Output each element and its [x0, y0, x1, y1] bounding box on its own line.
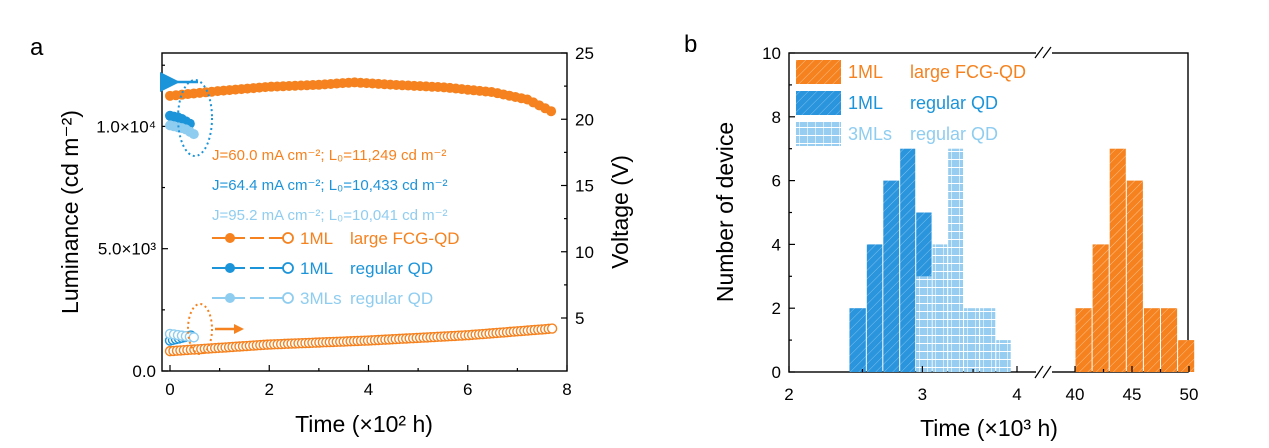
legend-label-blue-a: 1ML: [300, 259, 333, 278]
histogram-bar: [948, 148, 964, 372]
panel-a-chart: 0 2 4 6 8 0.0 5.0×10³ 1.0×10⁴ 5 10 15 20 25 J=60.0…: [57, 44, 633, 437]
panel-a-x-tick-label: 6: [463, 380, 472, 399]
legend-item-orange: 1ML large FCG-QD: [212, 229, 460, 248]
panel-a-series: [164, 77, 558, 357]
histogram-bar: [849, 308, 866, 372]
panel-a-y-left-tick-label: 0.0: [132, 362, 156, 381]
legend-item-light-blue: 3MLs regular QD: [212, 289, 433, 308]
annotation-blue: J=64.4 mA cm⁻²; L₀=10,433 cd m⁻²: [212, 177, 448, 194]
panel-a-legend: 1ML large FCG-QD 1ML regular QD 3MLs reg…: [212, 229, 460, 308]
panel-a-y-left-tick-label: 5.0×10³: [98, 240, 156, 259]
legend-b-item-light-blue: 3MLs regular QD: [796, 122, 998, 146]
panel-b-y-tick-label: 2: [772, 299, 781, 318]
panel-a-y-right-tick-label: 5: [575, 309, 584, 328]
panel-a-y-left-label: Luminance (cd m⁻²): [57, 110, 83, 314]
histogram-bar: [1075, 308, 1092, 372]
annotation-light-blue: J=95.2 mA cm⁻²; L₀=10,041 cd m⁻²: [212, 207, 448, 224]
panel-b-x-ticks: 2 3 4 40 45 50: [784, 366, 1198, 404]
histogram-bar: [932, 244, 948, 372]
histogram-bar: [1092, 244, 1109, 372]
legend-b-label-orange-b: large FCG-QD: [910, 62, 1026, 82]
legend-b-label-blue-a: 1ML: [848, 93, 883, 113]
panel-label-b: b: [684, 31, 697, 58]
histogram-bar: [900, 148, 916, 372]
panel-b-y-tick-label: 10: [762, 44, 781, 63]
histogram-bar: [883, 180, 900, 372]
panel-a-y-left-tick-label: 1.0×10⁴: [96, 117, 156, 136]
legend-item-blue: 1ML regular QD: [212, 259, 433, 278]
legend-b-item-orange: 1ML large FCG-QD: [796, 60, 1026, 84]
luminance-point: [188, 129, 199, 140]
panel-a-y-right-tick-label: 20: [575, 110, 594, 129]
panel-a-y-right-tick-label: 10: [575, 243, 594, 262]
legend-b-label-blue-b: regular QD: [910, 93, 998, 113]
panel-b-y-tick-label: 6: [772, 172, 781, 191]
panel-b-y-tick-label: 4: [772, 235, 781, 254]
panel-b-x-tick-label: 50: [1180, 385, 1199, 404]
voltage-point: [546, 323, 558, 334]
panel-a-x-axis-label: Time (×10² h): [295, 411, 433, 437]
histogram-bar: [1178, 340, 1195, 372]
panel-a-y-right-label: Voltage (V): [607, 155, 633, 269]
panel-a-x-tick-label: 0: [165, 380, 174, 399]
panel-b-x-tick-label: 4: [1012, 385, 1021, 404]
panel-a-y-left-ticks: 0.0 5.0×10³ 1.0×10⁴: [96, 64, 168, 381]
histogram-bar: [866, 244, 883, 372]
annotation-orange: J=60.0 mA cm⁻²; L₀=11,249 cd m⁻²: [212, 147, 446, 164]
panel-a-y-right-ticks: 5 10 15 20 25: [561, 44, 594, 328]
axis-break-top: [1034, 46, 1052, 59]
histogram-bar: [1109, 148, 1126, 372]
panel-b-legend: 1ML large FCG-QD 1ML regular QD 3MLs reg…: [796, 60, 1026, 146]
panel-b-x-tick-label: 40: [1066, 385, 1085, 404]
orange-ellipse-marker: [187, 303, 213, 355]
axis-break-bottom: [1034, 365, 1052, 379]
blue-ellipse-marker: [177, 79, 213, 157]
panel-a-y-right-tick-label: 25: [575, 44, 594, 63]
panel-b-x-tick-label: 3: [918, 385, 927, 404]
histogram-bar: [1126, 180, 1143, 372]
legend-b-label-orange-a: 1ML: [848, 62, 883, 82]
right-axis-arrow: [215, 324, 244, 334]
legend-label-light-blue-a: 3MLs: [300, 289, 342, 308]
histogram-bar: [980, 308, 996, 372]
histogram-bar: [916, 276, 932, 372]
histogram-bar: [996, 340, 1011, 372]
histogram-bar: [964, 308, 980, 372]
legend-b-label-light-blue-a: 3MLs: [848, 124, 892, 144]
legend-b-item-blue: 1ML regular QD: [796, 91, 998, 115]
panel-b-bars: [849, 148, 1195, 372]
panel-b-y-tick-label: 0: [772, 363, 781, 382]
panel-b-x-tick-label: 2: [784, 385, 793, 404]
panel-label-a: a: [30, 34, 44, 61]
panel-b-x-axis-label: Time (×10³ h): [920, 415, 1058, 441]
histogram-bar: [1161, 308, 1178, 372]
legend-label-light-blue-b: regular QD: [350, 289, 433, 308]
luminance-point: [546, 106, 557, 117]
legend-b-label-light-blue-b: regular QD: [910, 124, 998, 144]
panel-b-y-ticks: 0 2 4 6 8 10: [762, 44, 795, 382]
panel-b-y-axis-label: Number of device: [712, 122, 738, 302]
legend-label-blue-b: regular QD: [350, 259, 433, 278]
panel-a-x-tick-label: 2: [265, 380, 274, 399]
panel-a-x-ticks: 0 2 4 6 8: [165, 365, 572, 399]
panel-b-y-tick-label: 8: [772, 108, 781, 127]
voltage-point: [188, 332, 200, 343]
panel-a-y-right-tick-label: 15: [575, 177, 594, 196]
panel-a-x-tick-label: 4: [364, 380, 373, 399]
legend-label-orange-b: large FCG-QD: [350, 229, 460, 248]
legend-label-orange-a: 1ML: [300, 229, 333, 248]
panel-a-plot-frame: [161, 52, 568, 372]
panel-a-x-tick-label: 8: [562, 380, 571, 399]
histogram-bar: [1143, 308, 1160, 372]
panel-b-x-tick-label: 45: [1123, 385, 1142, 404]
